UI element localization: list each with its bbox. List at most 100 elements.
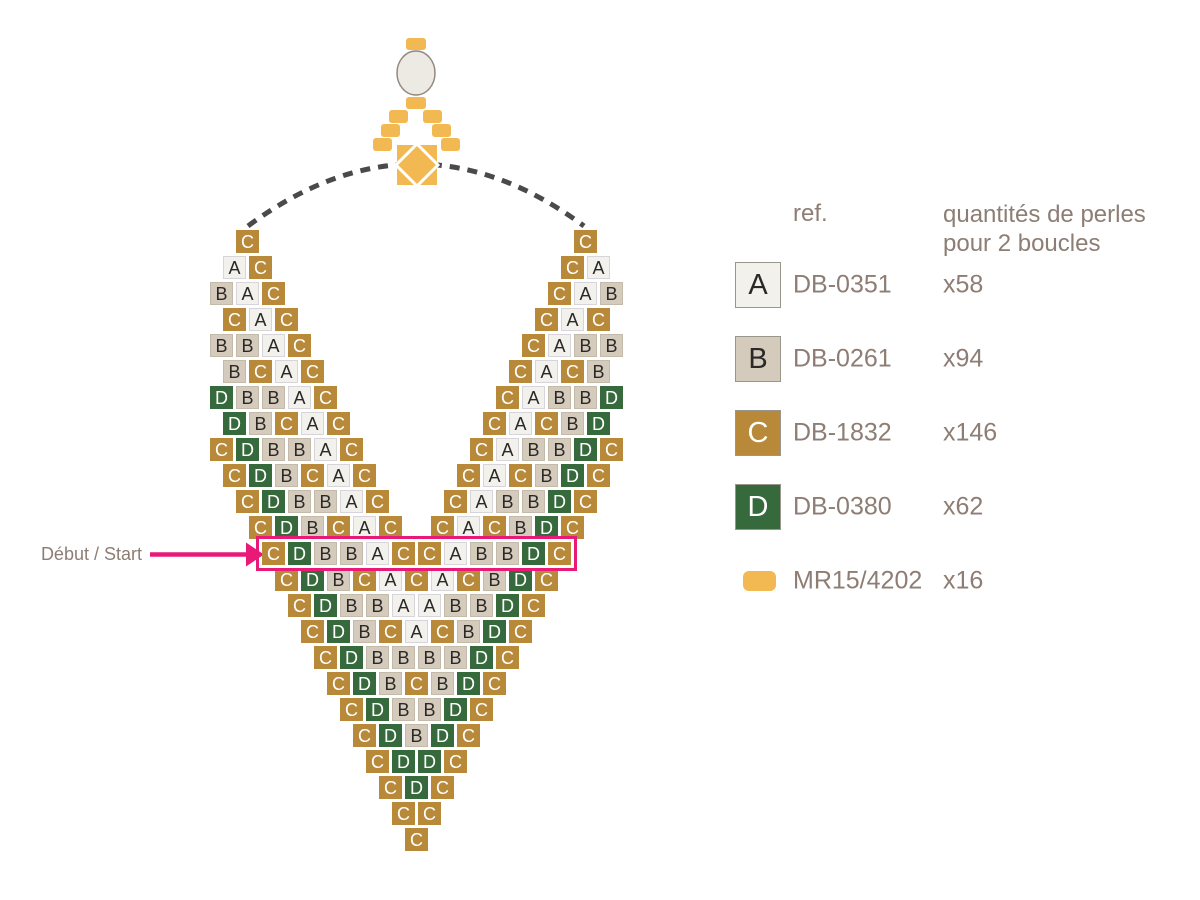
bead-C: C [340, 698, 363, 721]
bead-quantity: x62 [943, 492, 984, 521]
legend-quantity-header: quantités de perles pour 2 boucles [943, 200, 1146, 258]
bead-B: B [392, 698, 415, 721]
bead-C: C [561, 256, 584, 279]
bead-D: D [418, 750, 441, 773]
bead-A: A [301, 412, 324, 435]
bead-D: D [340, 646, 363, 669]
bead-quantity: x58 [943, 270, 984, 299]
bead-A: A [509, 412, 532, 435]
bead-C: C [366, 490, 389, 513]
bead-C: C [418, 542, 441, 565]
bead-D: D [509, 568, 532, 591]
hanger-bead [381, 124, 400, 137]
bead-C: C [262, 282, 285, 305]
bead-B: B [522, 490, 545, 513]
bead-C: C [275, 308, 298, 331]
bead-C: C [457, 724, 480, 747]
bead-B: B [340, 542, 363, 565]
bead-A: A [535, 360, 558, 383]
bead-A: A [314, 438, 337, 461]
bead-B: B [548, 438, 571, 461]
bead-A: A [522, 386, 545, 409]
hanger-bead [406, 97, 426, 109]
bead-C: C [522, 334, 545, 357]
bead-C: C [301, 360, 324, 383]
legend-item-DB-0351: A DB-0351 x58 [735, 262, 1195, 308]
bead-C: C [353, 464, 376, 487]
bead-D: D [262, 490, 285, 513]
bead-B: B [444, 594, 467, 617]
bead-C: C [236, 230, 259, 253]
bead-B: B [470, 542, 493, 565]
legend: ref. quantités de perles pour 2 boucles … [735, 198, 1195, 632]
bead-reference: DB-0351 [793, 270, 892, 299]
bead-swatch-D: D [735, 484, 781, 530]
bead-A: A [223, 256, 246, 279]
bead-A: A [249, 308, 272, 331]
bead-D: D [236, 438, 259, 461]
bead-B: B [496, 490, 519, 513]
legend-item-DB-0261: B DB-0261 x94 [735, 336, 1195, 382]
bead-C: C [340, 438, 363, 461]
bead-B: B [210, 334, 233, 357]
bead-A: A [327, 464, 350, 487]
bead-D: D [483, 620, 506, 643]
bead-B: B [262, 386, 285, 409]
bead-D: D [600, 386, 623, 409]
bead-C: C [353, 724, 376, 747]
bead-swatch-A: A [735, 262, 781, 308]
bead-C: C [496, 646, 519, 669]
legend-item-DB-1832: C DB-1832 x146 [735, 410, 1195, 456]
necklace-cord-dashed-line [246, 161, 586, 229]
bead-D: D [353, 672, 376, 695]
bead-B: B [366, 646, 389, 669]
amber-bead-swatch [743, 571, 776, 591]
bead-C: C [444, 750, 467, 773]
bead-A: A [444, 542, 467, 565]
hanger-top-bead [406, 38, 426, 50]
bead-A: A [587, 256, 610, 279]
bead-B: B [470, 594, 493, 617]
bead-D: D [366, 698, 389, 721]
bead-B: B [379, 672, 402, 695]
bead-B: B [314, 542, 337, 565]
bead-B: B [483, 568, 506, 591]
bead-B: B [431, 672, 454, 695]
bead-A: A [483, 464, 506, 487]
bead-C: C [587, 464, 610, 487]
legend-ref-header: ref. [793, 200, 828, 227]
bead-B: B [223, 360, 246, 383]
bead-C: C [444, 490, 467, 513]
hanger-square-bead [397, 145, 437, 185]
bead-C: C [561, 360, 584, 383]
bead-A: A [379, 568, 402, 591]
bead-B: B [249, 412, 272, 435]
start-row-highlight [256, 536, 577, 571]
bead-B: B [444, 646, 467, 669]
bead-C: C [353, 568, 376, 591]
bead-D: D [457, 672, 480, 695]
bead-D: D [574, 438, 597, 461]
bead-quantity: x146 [943, 418, 998, 447]
hanger-ring [396, 50, 436, 96]
bead-C: C [574, 490, 597, 513]
bead-C: C [535, 308, 558, 331]
bead-C: C [301, 464, 324, 487]
bead-A: A [431, 568, 454, 591]
bead-C: C [483, 412, 506, 435]
legend-item-DB-0380: D DB-0380 x62 [735, 484, 1195, 530]
bead-C: C [379, 776, 402, 799]
bead-B: B [496, 542, 519, 565]
bead-C: C [457, 568, 480, 591]
bead-A: A [236, 282, 259, 305]
bead-D: D [496, 594, 519, 617]
bead-D: D [249, 464, 272, 487]
bead-quantity: x16 [943, 566, 984, 595]
bead-C: C [535, 412, 558, 435]
bead-C: C [587, 308, 610, 331]
bead-B: B [340, 594, 363, 617]
bead-quantity: x94 [943, 344, 984, 373]
bead-C: C [457, 464, 480, 487]
bead-C: C [509, 464, 532, 487]
